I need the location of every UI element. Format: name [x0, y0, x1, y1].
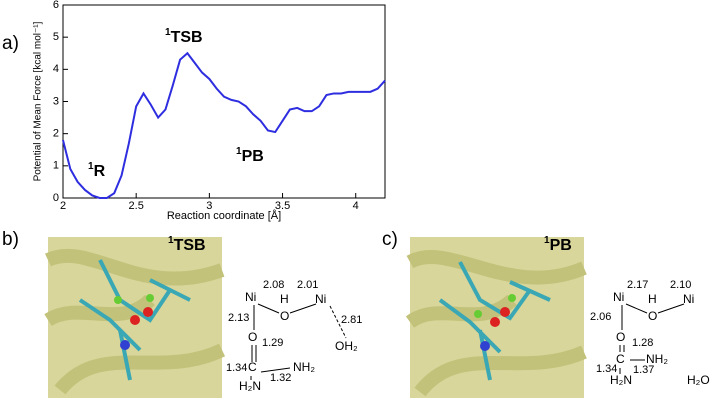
- annotation-sup: 1: [165, 27, 171, 38]
- panel-label: a): [2, 33, 19, 54]
- structure-label: H₂N: [239, 379, 261, 393]
- plot-frame: [62, 4, 386, 199]
- annotation: 1PB: [236, 146, 264, 166]
- panel-label: b): [2, 229, 19, 250]
- x-tick-label: 3.5: [275, 200, 290, 212]
- x-tick-label: 2: [60, 200, 66, 212]
- structure-label: 1.29: [262, 337, 283, 349]
- structure-label: 2.01: [297, 279, 318, 291]
- y-axis-label: Potential of Mean Force [kcal mol⁻¹]: [33, 21, 44, 181]
- structure-title-sup: 1: [544, 235, 550, 246]
- structure-label: C: [248, 360, 257, 374]
- y-tick-label: 2: [53, 128, 59, 140]
- structure-label: Ni: [613, 290, 624, 304]
- structure-title-text: PB: [550, 237, 572, 254]
- annotation-text: PB: [242, 148, 264, 165]
- structure-label: O: [280, 309, 289, 323]
- annotation-sup: 1: [88, 161, 94, 172]
- structure-title: 1PB: [544, 235, 572, 255]
- structure-label: 1.28: [632, 337, 653, 349]
- structure-label: H₂O: [687, 373, 710, 387]
- structure-label: 1.32: [270, 372, 291, 384]
- structure-label: 2.17: [627, 279, 648, 291]
- structure-label: 1.37: [633, 364, 654, 376]
- structure-label: 2.10: [670, 279, 691, 291]
- structure-label: O: [248, 330, 257, 344]
- structure-label: H₂N: [610, 373, 632, 387]
- structure-label: 2.81: [341, 314, 362, 326]
- structure-label: O: [648, 309, 657, 323]
- y-tick-label: 4: [53, 63, 59, 75]
- panel-label: c): [382, 229, 398, 250]
- structure-label: Ni: [683, 292, 694, 306]
- structure-label: NH₂: [646, 352, 668, 366]
- structure-label: 2.06: [590, 311, 611, 323]
- annotation-text: TSB: [171, 29, 203, 46]
- structure-label: Ni: [315, 292, 326, 306]
- structure-label: NH₂: [293, 360, 315, 374]
- x-tick-label: 3: [206, 200, 212, 212]
- structure-label: 2.08: [263, 279, 284, 291]
- snapshot: [44, 237, 226, 398]
- y-tick-label: 3: [53, 95, 59, 107]
- annotation: 1TSB: [165, 27, 203, 47]
- structure-title: 1TSB: [168, 235, 206, 255]
- annotation: 1R: [88, 161, 106, 181]
- structure-label: H: [648, 292, 657, 306]
- structure-label: 1.34: [226, 362, 247, 374]
- structure-label: 1.34: [596, 363, 617, 375]
- structure-label: H: [280, 292, 289, 306]
- y-tick-label: 6: [53, 0, 59, 11]
- bonds: [250, 303, 685, 380]
- structure-label: Ni: [245, 290, 256, 304]
- x-tick-label: 4: [353, 200, 359, 212]
- structure-label: O: [616, 330, 625, 344]
- structure-label: 2.13: [228, 312, 249, 324]
- data-line: [62, 51, 386, 199]
- structure-label: C: [616, 352, 625, 366]
- structure-label: OH₂: [335, 339, 358, 353]
- x-axis-label: Reaction coordinate [Å]: [167, 209, 281, 222]
- annotation-text: R: [94, 163, 106, 180]
- snapshot: [405, 237, 587, 398]
- x-tick-label: 2.5: [129, 200, 144, 212]
- annotation-sup: 1: [236, 146, 242, 157]
- y-tick-label: 1: [53, 160, 59, 172]
- structure-title-text: TSB: [174, 237, 206, 254]
- structure-title-sup: 1: [168, 235, 174, 246]
- y-tick-label: 5: [53, 31, 59, 43]
- y-tick-label: 0: [53, 192, 59, 204]
